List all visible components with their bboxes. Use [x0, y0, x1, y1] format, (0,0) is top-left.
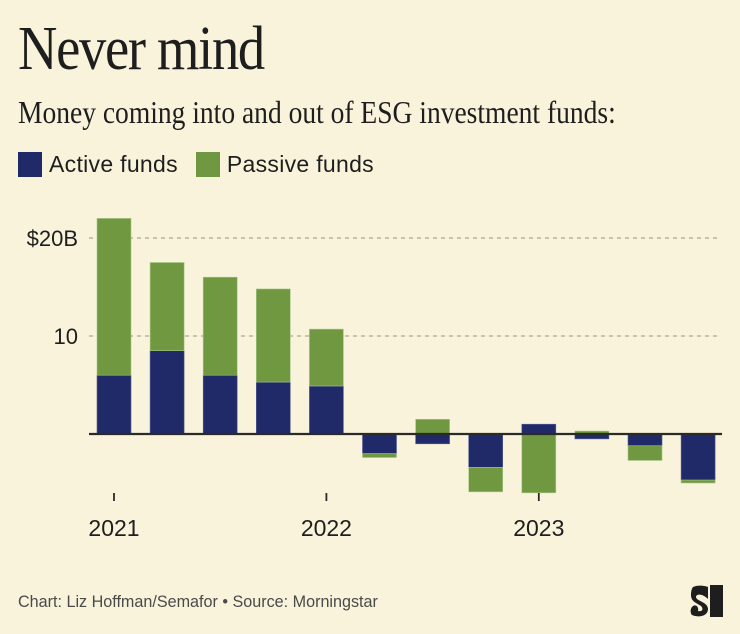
bar-passive	[149, 262, 185, 351]
bar-passive	[415, 418, 450, 435]
y-axis-labels: $20B 10	[27, 226, 78, 349]
bar-active	[415, 433, 450, 445]
legend-item-active: Active funds	[18, 150, 178, 178]
bar-active	[255, 381, 291, 435]
gridlines	[89, 237, 721, 337]
bar-active	[362, 433, 397, 454]
x-tick-label: 2021	[88, 515, 139, 541]
bar-passive	[96, 218, 132, 376]
bar-active	[627, 433, 663, 447]
bar-active	[96, 374, 132, 435]
bar-active	[521, 423, 557, 435]
bar-passive	[680, 479, 716, 484]
bar-passive	[309, 328, 344, 387]
semafor-logo-icon	[690, 585, 723, 617]
legend-label-active: Active funds	[49, 151, 178, 177]
bar-passive	[362, 453, 397, 458]
bar-passive	[521, 433, 557, 494]
bars	[96, 218, 716, 494]
legend: Active funds Passive funds	[18, 150, 392, 178]
legend-label-passive: Passive funds	[226, 151, 374, 177]
legend-swatch-active	[18, 151, 42, 177]
y-tick-label: 10	[54, 324, 78, 349]
bar-active	[309, 385, 344, 435]
chart-title: Never mind	[18, 15, 265, 83]
bar-passive	[627, 445, 663, 461]
chart-subtitle: Money coming into and out of ESG investm…	[18, 94, 616, 130]
x-tick-label: 2023	[513, 515, 564, 541]
bar-passive	[202, 276, 238, 376]
bar-active	[149, 350, 185, 435]
footer-credit: Chart: Liz Hoffman/Semafor • Source: Mor…	[18, 592, 378, 611]
bar-passive	[255, 288, 291, 383]
legend-item-passive: Passive funds	[195, 150, 374, 178]
bar-active	[468, 433, 504, 468]
y-tick-label: $20B	[27, 226, 78, 251]
x-axis-ticks: 2021 2022 2023	[88, 493, 564, 541]
bar-active	[680, 433, 716, 481]
bar-passive	[468, 467, 504, 493]
bar-active	[202, 374, 238, 435]
x-tick-label: 2022	[301, 515, 352, 541]
legend-swatch-passive	[195, 151, 220, 177]
